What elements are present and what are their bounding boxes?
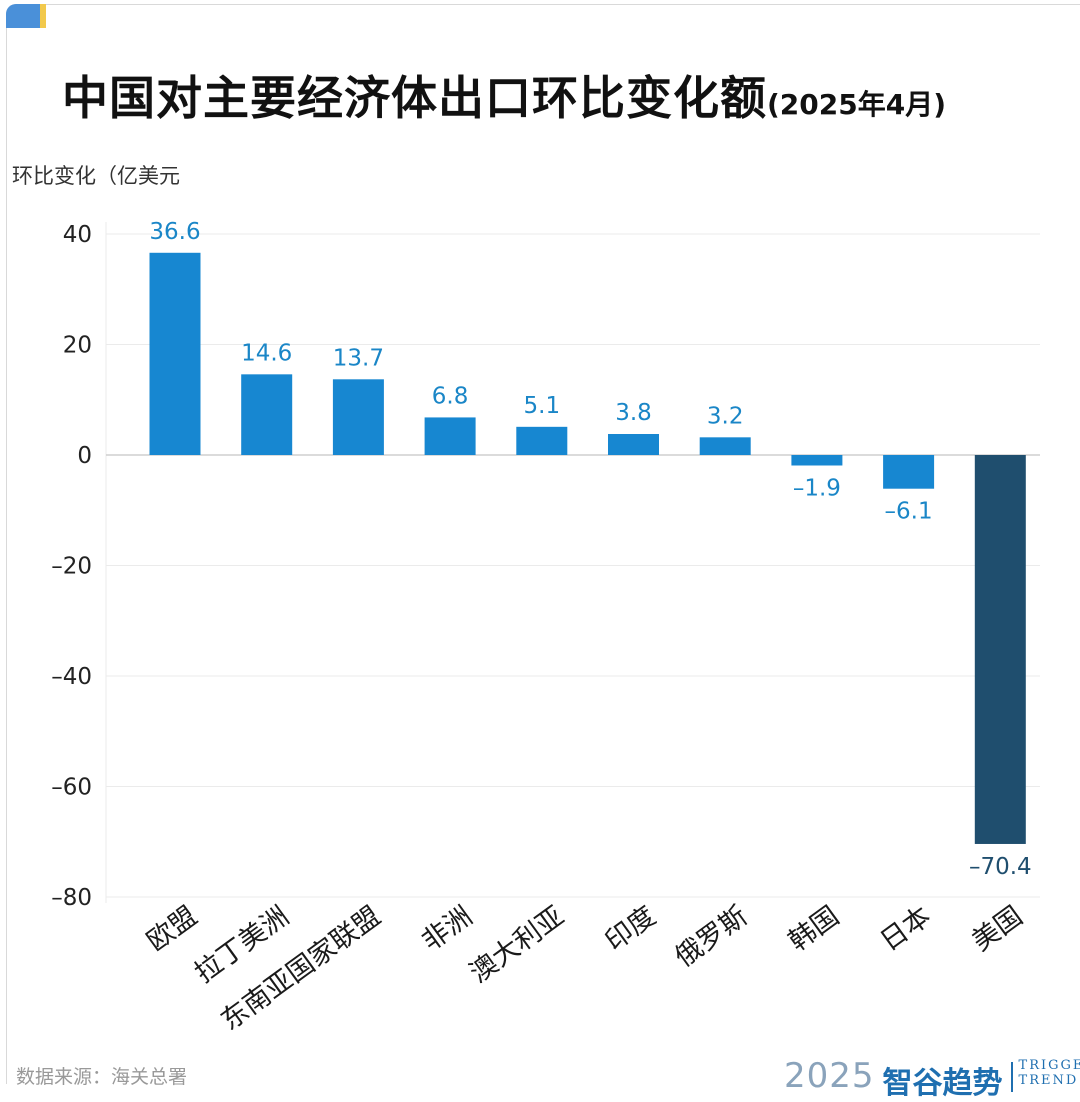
value-label: 6.8 [432,383,469,409]
bar [516,426,568,455]
value-label: 13.7 [333,345,384,371]
value-label: 36.6 [149,219,200,245]
category-label: 非洲 [416,901,478,958]
category-label: 日本 [875,901,937,958]
value-label: 3.2 [707,403,744,429]
chart-title-main: 中国对主要经济体出口环比变化额 [62,71,767,125]
y-tick-label: –60 [51,775,92,801]
value-label: –1.9 [793,475,841,501]
corner-accent-blue [6,4,40,28]
y-tick-label: –80 [51,885,92,911]
bar [332,379,384,455]
brand-year: 2025 [784,1056,875,1096]
y-tick-layer: 40 20 0 –20 –40 –60 –80 [51,222,92,911]
bar [791,455,843,466]
value-label: 3.8 [615,400,652,426]
value-label: 5.1 [524,393,561,419]
category-label: 印度 [600,901,662,958]
bar [608,434,659,455]
bar [974,455,1026,844]
brand-logo: 2025 智谷趋势 TRIGGER TREND [784,1052,1080,1101]
bar [883,455,935,489]
category-label: 美国 [967,901,1029,958]
bar [149,252,201,455]
category-label: 澳大利亚 [464,901,570,990]
chart-frame [6,4,1080,1084]
y-tick-label: 40 [63,222,92,248]
brand-english-line1: TRIGGER [1018,1058,1080,1073]
bar [424,417,476,455]
y-axis-unit-label: 环比变化（亿美元 [12,164,180,188]
bar [241,374,293,455]
corner-accent-yellow [40,4,46,28]
corner-accent-icon [6,4,46,28]
bar-layer [149,252,1026,844]
category-label: 俄罗斯 [670,901,754,974]
chart-title-period: (2025年4月) [767,88,947,121]
grid-layer [105,222,1040,903]
value-label: –70.4 [969,854,1032,880]
brand-name: 智谷趋势 [882,1066,1003,1101]
category-label: 韩国 [783,901,845,958]
value-label: 14.6 [241,340,292,366]
chart-title: 中国对主要经济体出口环比变化额(2025年4月) [62,62,946,128]
y-tick-label: 0 [77,443,92,469]
brand-english-line2: TREND [1018,1073,1079,1088]
y-tick-label: 20 [63,333,92,359]
category-label: 东南亚国家联盟 [215,901,386,1037]
data-source: 数据来源：海关总署 [16,1066,188,1088]
bar [699,437,751,455]
y-tick-label: –20 [51,554,92,580]
y-tick-label: –40 [51,664,92,690]
value-label-layer: 36.6 14.6 13.7 6.8 5.1 3.8 3.2 –1.9 –6.1 –70.4 [149,219,1031,880]
brand-separator [1010,1062,1013,1092]
category-label: 欧盟 [141,901,203,958]
value-label: –6.1 [885,499,933,525]
